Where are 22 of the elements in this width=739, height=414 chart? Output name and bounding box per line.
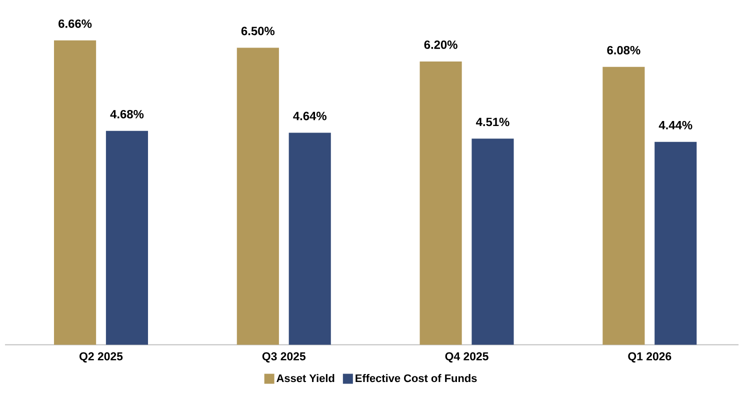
bar (472, 138, 514, 345)
x-tick-label: Q4 2025 (445, 352, 488, 363)
data-label: 6.20% (424, 40, 458, 50)
x-tick-label: Q2 2025 (80, 352, 123, 363)
legend-label: Asset Yield (276, 374, 334, 382)
data-label: 4.44% (658, 121, 692, 130)
bar (654, 142, 697, 345)
x-tick-label: Q3 2025 (262, 352, 306, 363)
bar (288, 132, 331, 345)
bar (236, 48, 279, 345)
data-label: 4.51% (476, 118, 510, 126)
data-label: 6.66% (58, 20, 92, 28)
data-label: 4.68% (110, 110, 144, 119)
data-label: 6.50% (241, 26, 275, 36)
legend-label: Effective Cost of Funds (356, 374, 477, 382)
bar (602, 67, 645, 345)
x-tick-label: Q1 2026 (628, 352, 672, 363)
bar (420, 62, 462, 345)
bar (106, 131, 148, 345)
data-label: 6.08% (607, 46, 640, 55)
bar (54, 40, 96, 345)
data-label: 4.64% (293, 112, 326, 120)
